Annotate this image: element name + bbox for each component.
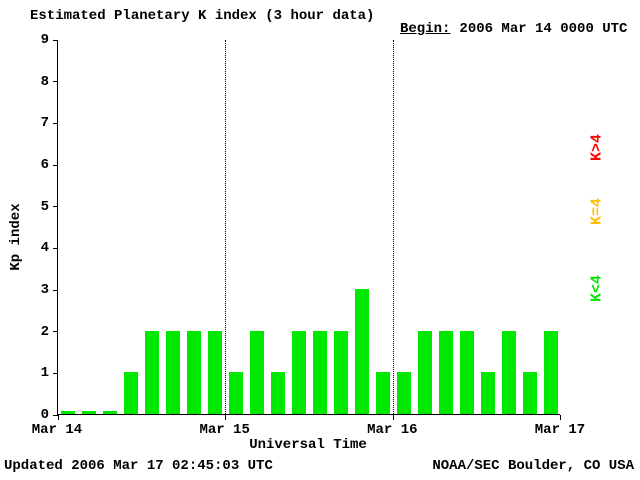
kp-bar: [522, 372, 537, 414]
legend-k-gt-4: K>4: [588, 134, 606, 162]
kp-bar: [61, 411, 76, 414]
begin-label: Begin:: [400, 21, 451, 37]
x-tick-label: Mar 15: [199, 422, 250, 438]
y-tick-label: 5: [40, 198, 49, 215]
y-tick-label: 9: [40, 32, 49, 48]
y-tick-label: 8: [40, 73, 49, 90]
y-tick-label: 7: [40, 115, 49, 132]
kp-bar: [124, 372, 139, 414]
kp-bar: [459, 330, 474, 414]
y-axis-tick: [53, 247, 58, 249]
kp-bar: [271, 372, 286, 414]
y-axis-tick: [53, 372, 58, 374]
kp-bar: [208, 330, 223, 414]
x-tick-label: Mar 14: [31, 422, 83, 438]
kp-bar: [166, 330, 181, 414]
day-boundary-gridline: [225, 40, 227, 414]
kp-bar: [250, 330, 265, 414]
kp-bar: [417, 330, 432, 414]
x-axis-tick: [559, 415, 561, 420]
y-tick-label: 2: [40, 323, 49, 340]
begin-value: 2006 Mar 14 0000 UTC: [459, 21, 628, 37]
kp-bar: [396, 372, 411, 414]
y-tick-label: 0: [40, 407, 49, 423]
begin-line: Begin: 2006 Mar 14 0000 UTC: [400, 21, 627, 37]
plot-area: [53, 39, 561, 420]
kp-bar: [82, 411, 97, 414]
y-axis-tick: [53, 164, 58, 166]
x-axis-title: Universal Time: [249, 437, 367, 453]
y-tick-label: 1: [40, 365, 49, 382]
y-axis-tick: [53, 81, 58, 83]
kp-bar: [501, 330, 516, 414]
x-axis-tick: [57, 415, 59, 420]
kp-bar: [145, 330, 160, 414]
kp-bar: [229, 372, 244, 414]
y-axis-title: Kp index: [8, 203, 24, 271]
y-tick-label: 3: [40, 282, 49, 298]
legend-k-lt-4: K<4: [588, 275, 606, 303]
y-axis-tick: [53, 414, 58, 416]
x-tick-label: Mar 17: [534, 422, 586, 438]
chart-title: Estimated Planetary K index (3 hour data…: [30, 8, 375, 24]
y-tick-label: 6: [40, 157, 49, 173]
y-axis-tick: [53, 331, 58, 333]
x-axis-tick: [225, 415, 227, 420]
y-axis-tick: [53, 289, 58, 291]
kp-bar: [480, 372, 495, 414]
y-axis-tick: [53, 39, 58, 41]
kp-bar: [438, 330, 453, 414]
kp-bar: [312, 330, 327, 414]
kp-bar: [354, 289, 369, 414]
kp-bar: [292, 330, 307, 414]
y-axis-tick: [53, 122, 58, 124]
kp-bar: [375, 372, 390, 414]
y-tick-label: 4: [40, 240, 49, 257]
x-axis-tick: [392, 415, 394, 420]
updated-text: Updated 2006 Mar 17 02:45:03 UTC: [4, 458, 273, 474]
y-axis-tick: [53, 206, 58, 208]
kp-bar: [543, 330, 558, 414]
legend-k-eq-4: K=4: [588, 198, 606, 226]
kp-bar: [187, 330, 202, 414]
day-boundary-gridline: [392, 40, 394, 414]
kp-bar: [333, 330, 348, 414]
credit-text: NOAA/SEC Boulder, CO USA: [432, 458, 634, 474]
x-tick-label: Mar 16: [367, 422, 418, 438]
kp-bar: [103, 411, 118, 414]
